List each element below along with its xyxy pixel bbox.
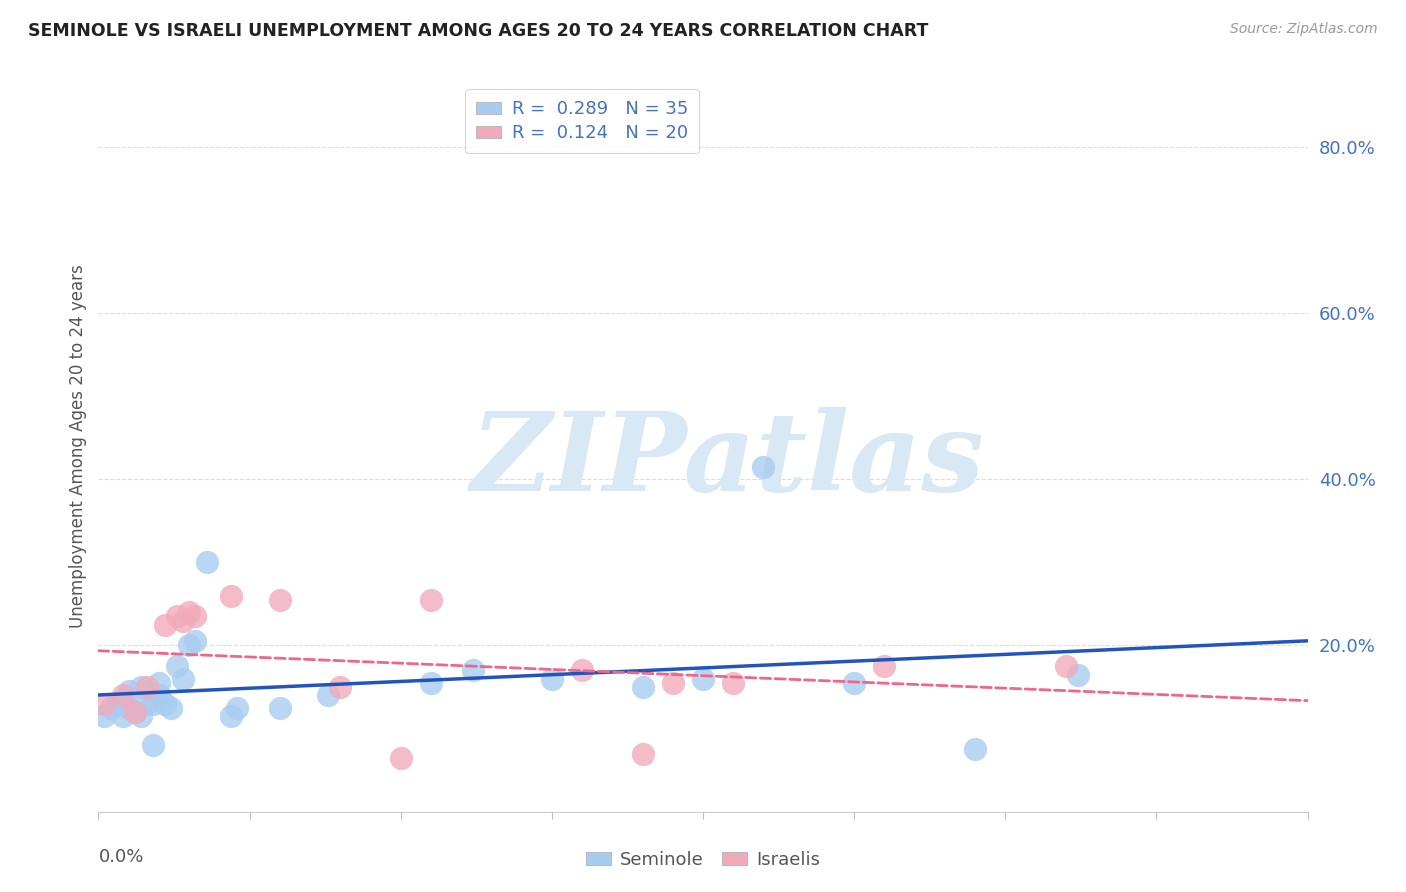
Point: [844, 676, 866, 690]
Point: [661, 676, 683, 690]
Text: Source: ZipAtlas.com: Source: ZipAtlas.com: [1230, 22, 1378, 37]
Point: [124, 705, 146, 719]
Point: [269, 701, 291, 715]
Point: [148, 676, 170, 690]
Point: [153, 617, 176, 632]
Point: [389, 750, 412, 764]
Point: [166, 659, 188, 673]
Point: [105, 697, 128, 711]
Point: [111, 709, 134, 723]
Point: [118, 701, 141, 715]
Point: [153, 697, 176, 711]
Point: [100, 701, 122, 715]
Point: [1054, 659, 1077, 673]
Point: [177, 639, 201, 653]
Point: [752, 459, 775, 474]
Point: [1067, 667, 1090, 681]
Point: [195, 555, 218, 569]
Point: [160, 701, 183, 715]
Text: ZIPatlas: ZIPatlas: [470, 407, 984, 515]
Point: [129, 709, 152, 723]
Point: [221, 589, 243, 603]
Point: [419, 676, 441, 690]
Point: [329, 680, 352, 694]
Point: [111, 689, 134, 703]
Point: [172, 614, 194, 628]
Point: [124, 705, 146, 719]
Point: [184, 634, 207, 648]
Point: [129, 680, 152, 694]
Point: [135, 697, 157, 711]
Point: [184, 609, 207, 624]
Point: [463, 664, 485, 678]
Point: [692, 672, 714, 686]
Point: [540, 672, 562, 686]
Point: [93, 697, 115, 711]
Y-axis label: Unemployment Among Ages 20 to 24 years: Unemployment Among Ages 20 to 24 years: [69, 264, 87, 628]
Point: [135, 680, 157, 694]
Point: [221, 709, 243, 723]
Point: [316, 689, 339, 703]
Point: [172, 672, 194, 686]
Point: [177, 605, 201, 619]
Point: [111, 692, 134, 706]
Point: [873, 659, 896, 673]
Point: [148, 689, 170, 703]
Text: SEMINOLE VS ISRAELI UNEMPLOYMENT AMONG AGES 20 TO 24 YEARS CORRELATION CHART: SEMINOLE VS ISRAELI UNEMPLOYMENT AMONG A…: [28, 22, 928, 40]
Point: [965, 742, 987, 756]
Point: [118, 684, 141, 698]
Point: [571, 664, 593, 678]
Point: [166, 609, 188, 624]
Point: [419, 592, 441, 607]
Point: [269, 592, 291, 607]
Point: [142, 738, 165, 752]
Legend: Seminole, Israelis: Seminole, Israelis: [579, 844, 827, 876]
Point: [631, 747, 654, 761]
Point: [142, 697, 165, 711]
Point: [631, 680, 654, 694]
Text: 0.0%: 0.0%: [98, 848, 143, 866]
Point: [93, 709, 115, 723]
Point: [226, 701, 249, 715]
Point: [721, 676, 744, 690]
